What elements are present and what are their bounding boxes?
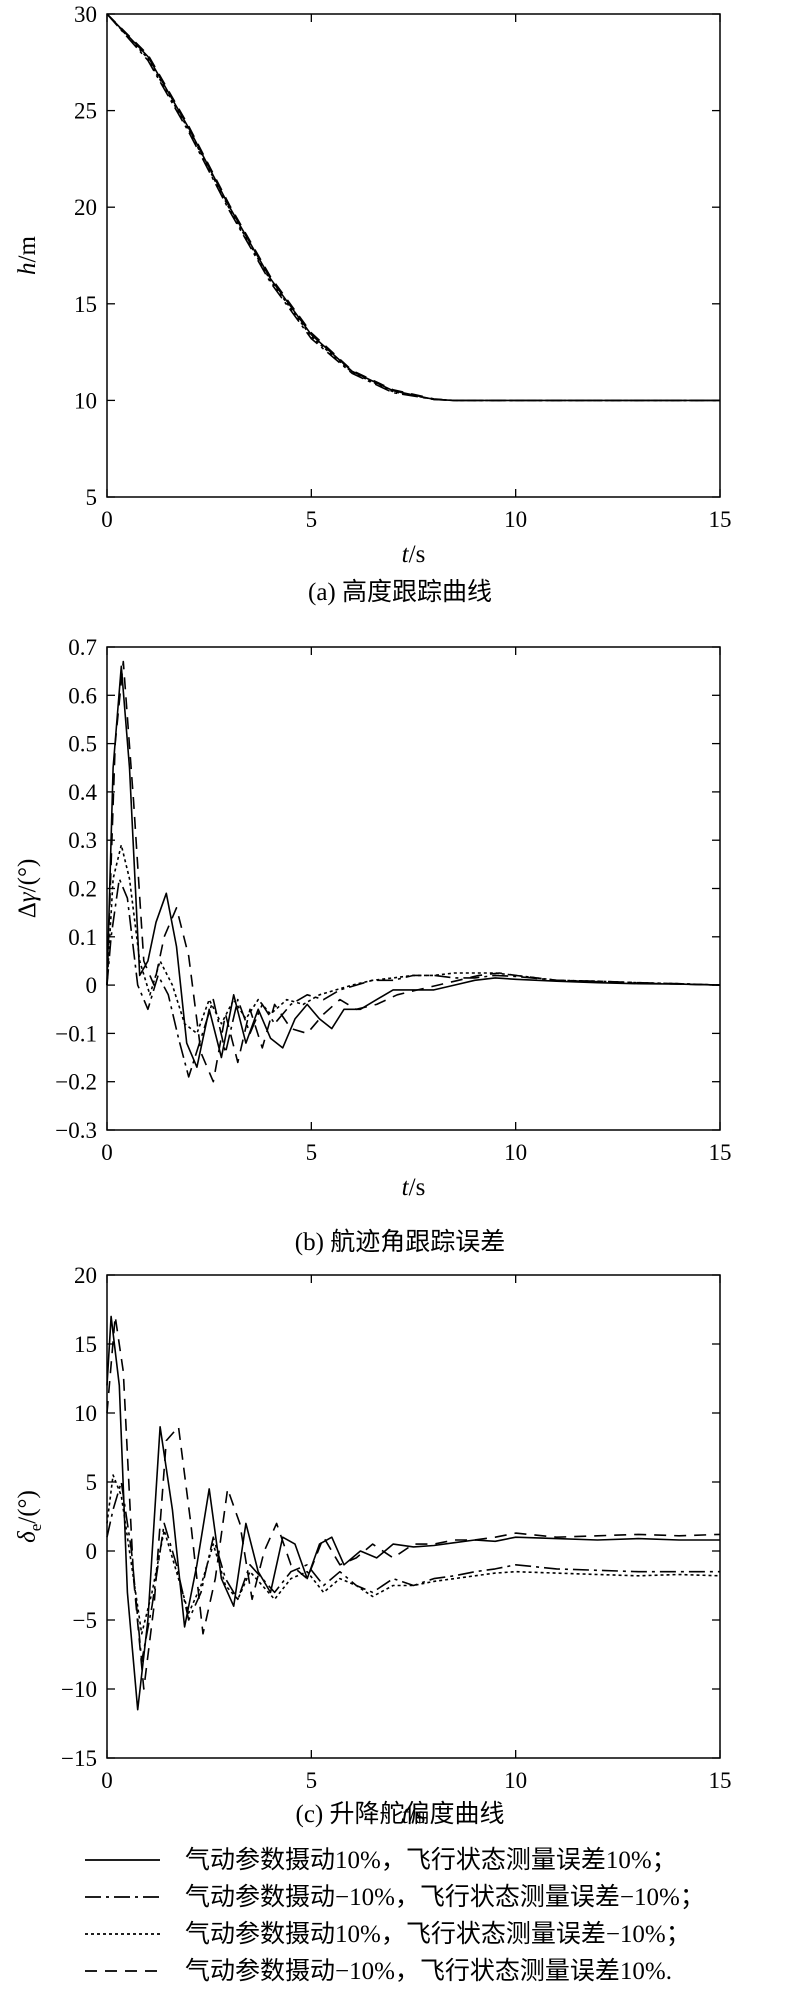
panel-flight-path-angle-error: 0 5 10 15 −0.3 −0.2 −0.1 0 0.1 0.2 0.3 0.4 0.5 0.6 0.7… <box>14 635 732 1201</box>
x-tick-label: 10 <box>504 1768 527 1793</box>
y-tick-label: 0.6 <box>68 683 97 708</box>
plot-frame <box>106 13 721 498</box>
x-tick-label: 15 <box>709 507 732 532</box>
caption-c: (c) 升降舵偏度曲线 <box>296 1800 505 1828</box>
y-tick-label: 20 <box>74 1263 97 1288</box>
y-tick-label: 25 <box>74 99 97 124</box>
y-tick-label: 0.4 <box>68 780 97 805</box>
y-tick-label: −10 <box>61 1677 97 1702</box>
series-line-dotted <box>106 1474 721 1635</box>
legend-label-dashdot: 气动参数摄动−10%，飞行状态测量误差−10%； <box>185 1883 705 1911</box>
y-tick-label: 20 <box>74 195 97 220</box>
y-tick-label: 0.1 <box>68 925 97 950</box>
x-tick-label: 0 <box>101 1768 113 1793</box>
series-line-dashdot <box>106 13 720 402</box>
y-tick-label: 15 <box>74 292 97 317</box>
legend-label-dashed: 气动参数摄动−10%，飞行状态测量误差10%. <box>185 1957 672 1985</box>
legend-label-dotted: 气动参数摄动10%，飞行状态测量误差−10%； <box>185 1920 691 1948</box>
y-tick-label: −0.1 <box>55 1021 97 1046</box>
series-line-solid <box>106 1315 720 1711</box>
y-tick-label: 30 <box>74 2 97 27</box>
y-tick-label: −5 <box>73 1608 97 1633</box>
x-axis-label: t/s <box>402 541 426 568</box>
y-tick-label: 0 <box>86 973 98 998</box>
series-line-solid <box>106 665 721 1068</box>
x-tick-label: 10 <box>504 507 527 532</box>
y-axis-label: h/m <box>14 236 41 275</box>
series-line-dotted <box>106 844 721 1035</box>
x-axis-label: t/s <box>402 1174 426 1201</box>
legend: 气动参数摄动10%，飞行状态测量误差10%； 气动参数摄动−10%，飞行状态测量… <box>85 1846 705 1985</box>
series-line-dashed <box>106 1315 721 1690</box>
y-tick-label: 5 <box>86 1470 98 1495</box>
x-tick-label: 5 <box>306 507 318 532</box>
y-tick-label: −15 <box>61 1746 97 1771</box>
y-tick-label: −0.3 <box>55 1118 97 1143</box>
y-tick-label: 0.3 <box>68 828 97 853</box>
series-line-dashdot <box>106 877 721 1078</box>
x-tick-label: 5 <box>306 1768 318 1793</box>
x-axis-label: t/s <box>402 1802 426 1829</box>
x-tick-label: 15 <box>709 1768 732 1793</box>
x-tick-label: 10 <box>504 1140 527 1165</box>
y-tick-label: 10 <box>74 388 97 413</box>
y-tick-label: −0.2 <box>55 1070 97 1095</box>
x-tick-label: 5 <box>306 1140 318 1165</box>
y-tick-label: 0.7 <box>68 635 97 660</box>
series-line-dotted <box>106 13 720 402</box>
y-tick-label: 5 <box>86 485 98 510</box>
series-line-dashdot <box>106 1481 720 1663</box>
series-line-dashed <box>106 13 720 402</box>
y-axis-label: δe/(°) <box>14 1490 45 1543</box>
y-tick-label: 0.5 <box>68 732 97 757</box>
panel-elevator-deflection: 0 5 10 15 −15 −10 −5 0 5 10 15 20 t/s δe/(°) <box>14 1263 732 1829</box>
x-tick-label: 0 <box>101 1140 113 1165</box>
x-tick-label: 0 <box>101 507 113 532</box>
y-axis-label: Δγ/(°) <box>14 859 41 919</box>
caption-b: (b) 航迹角跟踪误差 <box>295 1228 505 1256</box>
y-tick-label: 0.2 <box>68 877 97 902</box>
plot-frame <box>106 1274 721 1759</box>
y-tick-label: 0 <box>86 1539 98 1564</box>
series-line-dashed <box>106 660 721 1083</box>
y-tick-label: 15 <box>74 1332 97 1357</box>
x-tick-label: 15 <box>709 1140 732 1165</box>
y-tick-label: 10 <box>74 1401 97 1426</box>
caption-a: (a) 高度跟踪曲线 <box>308 578 492 606</box>
legend-label-solid: 气动参数摄动10%，飞行状态测量误差10%； <box>185 1846 677 1874</box>
series-line-solid <box>106 13 720 402</box>
